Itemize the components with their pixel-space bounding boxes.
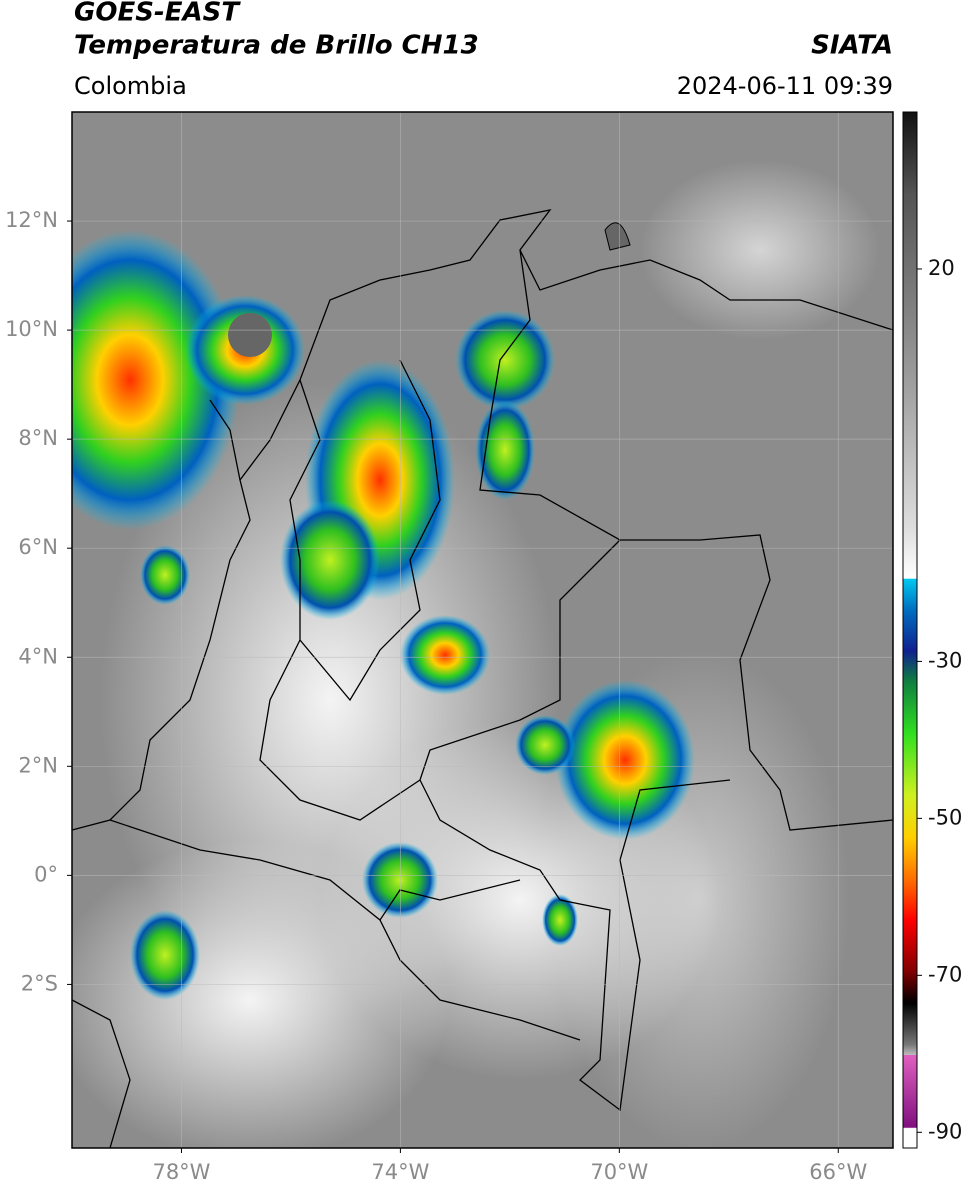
- y-tick-label: 8°N: [18, 426, 58, 450]
- x-tick-label: 70°W: [590, 1160, 648, 1184]
- x-tick-label: 78°W: [152, 1160, 210, 1184]
- colorbar-label: -90: [928, 1119, 962, 1143]
- source: SIATA: [811, 31, 893, 61]
- subtitle: Temperatura de Brillo CH13: [74, 31, 479, 61]
- colorbar-label: -30: [928, 648, 962, 672]
- colorbar-label: -70: [928, 962, 962, 986]
- map-frame: [71, 111, 894, 1149]
- y-tick-label: 10°N: [5, 317, 58, 341]
- region: Colombia: [74, 72, 187, 100]
- y-tick-label: 2°S: [21, 971, 58, 995]
- y-tick-label: 2°N: [18, 753, 58, 777]
- y-tick-label: 6°N: [18, 535, 58, 559]
- x-tick-label: 74°W: [371, 1160, 429, 1184]
- y-tick-label: 0°: [34, 862, 58, 886]
- graticule: [72, 112, 893, 1148]
- title: GOES-EAST: [74, 0, 241, 28]
- colorbar-label: -50: [928, 805, 962, 829]
- y-tick-label: 12°N: [5, 208, 58, 232]
- x-tick-label: 66°W: [809, 1160, 867, 1184]
- datetime: 2024-06-11 09:39: [677, 72, 893, 100]
- colorbar-label: 20: [928, 256, 955, 280]
- y-tick-label: 4°N: [18, 644, 58, 668]
- satellite-image: [72, 112, 893, 1148]
- colorbar: [902, 111, 918, 1149]
